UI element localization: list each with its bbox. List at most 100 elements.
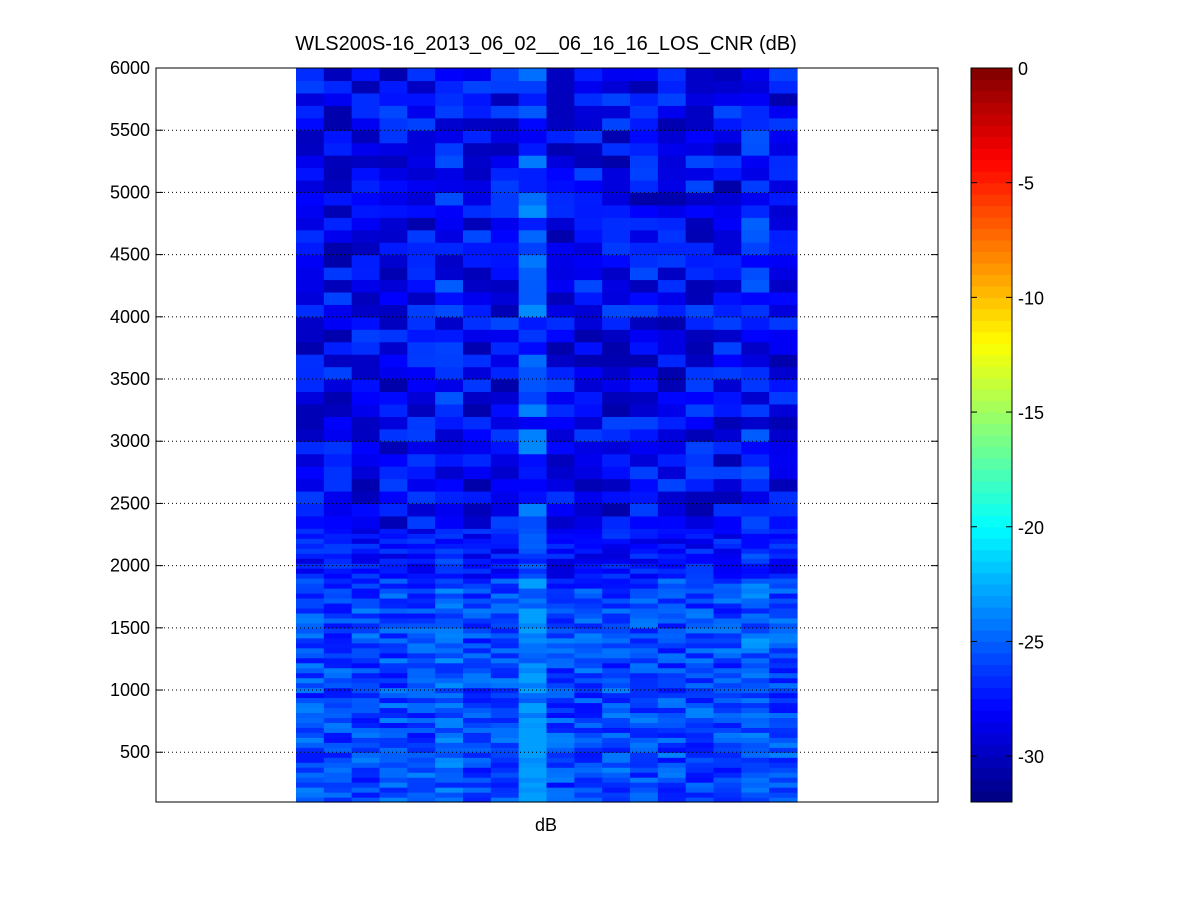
heatmap-cell bbox=[685, 682, 715, 689]
heatmap-cell bbox=[741, 727, 770, 733]
heatmap-cell bbox=[546, 568, 575, 574]
heatmap-cell bbox=[769, 737, 798, 743]
heatmap-cell bbox=[741, 792, 770, 798]
heatmap-cell bbox=[435, 568, 464, 574]
heatmap-cell bbox=[741, 92, 770, 106]
heatmap-cell bbox=[463, 787, 492, 793]
colorbar-step bbox=[971, 240, 1012, 252]
heatmap-cell bbox=[407, 204, 436, 218]
heatmap-cell bbox=[407, 722, 436, 728]
heatmap-cell bbox=[574, 732, 603, 738]
heatmap-cell bbox=[323, 637, 353, 644]
heatmap-cell bbox=[351, 254, 381, 268]
heatmap-cell bbox=[518, 752, 548, 758]
heatmap-cell bbox=[574, 717, 603, 723]
heatmap-cell bbox=[546, 105, 575, 119]
heatmap-cell bbox=[713, 792, 742, 798]
heatmap-cell bbox=[379, 762, 408, 768]
heatmap-cell bbox=[463, 117, 492, 131]
heatmap-cell bbox=[602, 632, 631, 639]
colorbar-tick-label: -30 bbox=[1018, 747, 1044, 767]
heatmap-cell bbox=[657, 142, 687, 156]
heatmap-cell bbox=[769, 130, 798, 144]
heatmap-cell bbox=[602, 533, 631, 539]
heatmap-cell bbox=[769, 391, 798, 405]
heatmap-cell bbox=[518, 568, 548, 574]
heatmap-cell bbox=[407, 697, 436, 704]
heatmap-cell bbox=[685, 155, 715, 169]
heatmap-cell bbox=[630, 543, 659, 549]
colorbar-step bbox=[971, 251, 1012, 264]
heatmap-cell bbox=[713, 354, 742, 368]
heatmap-cell bbox=[685, 366, 715, 380]
heatmap-cell bbox=[296, 254, 325, 268]
heatmap-cell bbox=[518, 797, 548, 803]
heatmap-cell bbox=[351, 142, 381, 156]
heatmap-cell bbox=[518, 627, 548, 634]
heatmap-cell bbox=[463, 478, 492, 492]
heatmap-cell bbox=[769, 92, 798, 106]
heatmap-cell bbox=[379, 712, 408, 719]
heatmap-cell bbox=[296, 130, 325, 144]
heatmap-cell bbox=[657, 767, 687, 773]
heatmap-cell bbox=[713, 597, 742, 604]
heatmap-cell bbox=[407, 453, 436, 467]
colorbar-step bbox=[971, 492, 1012, 505]
heatmap-cell bbox=[518, 167, 548, 181]
heatmap-cell bbox=[518, 772, 548, 778]
heatmap-cell bbox=[490, 777, 520, 783]
heatmap-cell bbox=[323, 563, 353, 569]
heatmap-cell bbox=[769, 267, 798, 281]
heatmap-cell bbox=[463, 548, 492, 554]
heatmap-cell bbox=[435, 155, 464, 169]
heatmap-cell bbox=[435, 366, 464, 380]
heatmap-cell bbox=[490, 757, 520, 763]
heatmap-cell bbox=[657, 593, 687, 599]
heatmap-cell bbox=[685, 543, 715, 549]
heatmap-cell bbox=[602, 672, 631, 679]
heatmap-cell bbox=[379, 379, 408, 393]
heatmap-cell bbox=[490, 573, 520, 579]
heatmap-cell bbox=[379, 593, 408, 599]
heatmap-cell bbox=[630, 702, 659, 709]
heatmap-cell bbox=[602, 528, 631, 534]
heatmap-cell bbox=[657, 747, 687, 753]
heatmap-cell bbox=[602, 787, 631, 793]
heatmap-cell bbox=[574, 304, 603, 318]
heatmap-cell bbox=[435, 777, 464, 783]
heatmap-cell bbox=[407, 742, 436, 748]
heatmap-cell bbox=[602, 403, 631, 417]
heatmap-cell bbox=[685, 533, 715, 539]
heatmap-cell bbox=[769, 627, 798, 634]
heatmap-cell bbox=[741, 697, 770, 704]
heatmap-cell bbox=[574, 92, 603, 106]
heatmap-cell bbox=[630, 682, 659, 689]
heatmap-cell bbox=[630, 593, 659, 599]
heatmap-cell bbox=[296, 316, 325, 330]
heatmap-cell bbox=[379, 403, 408, 417]
heatmap-cell bbox=[518, 217, 548, 231]
heatmap-cell bbox=[713, 722, 742, 728]
heatmap-cell bbox=[602, 578, 631, 584]
heatmap-cell bbox=[713, 441, 742, 455]
heatmap-cell bbox=[574, 617, 603, 624]
heatmap-cell bbox=[435, 722, 464, 728]
heatmap-cell bbox=[323, 548, 353, 554]
heatmap-cell bbox=[574, 254, 603, 268]
heatmap-cell bbox=[379, 242, 408, 256]
heatmap-cell bbox=[574, 217, 603, 231]
heatmap-cell bbox=[518, 267, 548, 281]
heatmap-cell bbox=[518, 428, 548, 442]
heatmap-cell bbox=[435, 602, 464, 609]
heatmap-cell bbox=[769, 254, 798, 268]
heatmap-cell bbox=[657, 192, 687, 206]
heatmap-cell bbox=[379, 92, 408, 106]
heatmap-cell bbox=[657, 478, 687, 492]
heatmap-cell bbox=[546, 229, 575, 243]
heatmap-cell bbox=[574, 752, 603, 758]
heatmap-cell bbox=[769, 667, 798, 674]
heatmap-cell bbox=[574, 657, 603, 664]
heatmap-cell bbox=[602, 242, 631, 256]
heatmap-cell bbox=[769, 538, 798, 544]
heatmap-cell bbox=[323, 792, 353, 798]
